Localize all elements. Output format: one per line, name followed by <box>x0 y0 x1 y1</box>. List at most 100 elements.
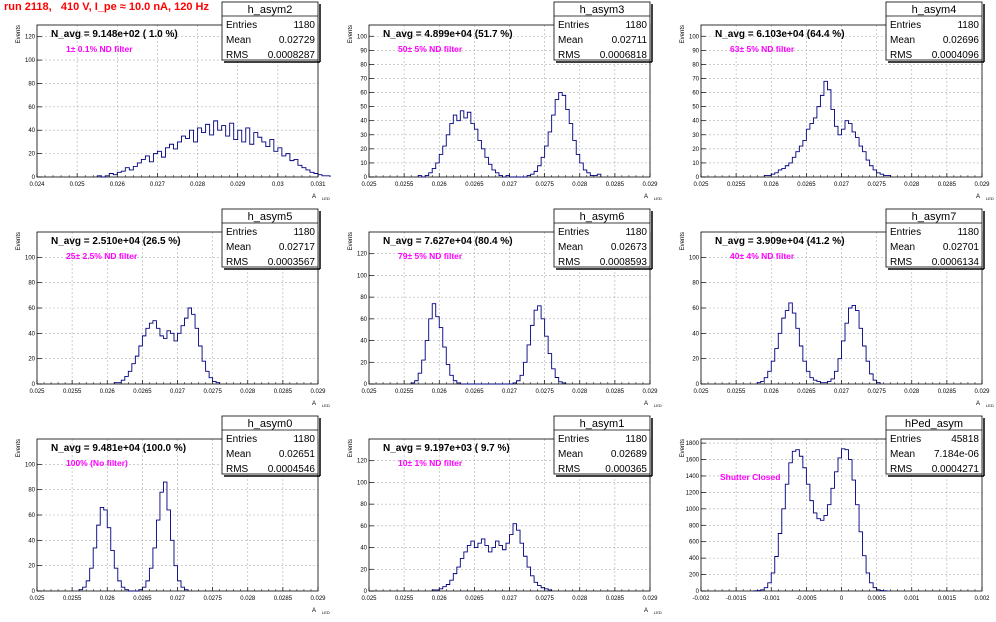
histogram-bin <box>170 540 174 591</box>
stats-value-rms: 0.000365 <box>605 464 647 475</box>
histogram-bin <box>142 587 146 591</box>
stats-label-rms: RMS <box>890 464 913 475</box>
histogram-bin <box>266 147 270 177</box>
histogram-bin <box>492 170 496 177</box>
histogram-bin <box>135 356 139 384</box>
stats-value-entries: 45818 <box>951 434 979 445</box>
histogram-bin <box>789 463 793 591</box>
histogram-bin <box>531 174 535 177</box>
histogram-series-h_asym7 <box>756 302 881 384</box>
histogram-bin <box>464 552 468 591</box>
histogram-bin <box>792 313 796 384</box>
histogram-bin <box>827 90 831 177</box>
x-tick-label: 0.026 <box>432 182 448 188</box>
histogram-bin <box>174 566 178 591</box>
histogram-bin <box>834 472 838 591</box>
histogram-bin <box>764 588 768 591</box>
histogram-bin <box>562 383 566 384</box>
stats-value-mean: 0.02696 <box>943 35 980 46</box>
histogram-bin <box>146 328 150 384</box>
y-tick-label: 80 <box>28 488 35 494</box>
stats-label-mean: Mean <box>558 35 583 46</box>
histogram-bin <box>806 484 810 591</box>
histogram-bin <box>478 543 482 591</box>
histogram-bin <box>450 124 454 177</box>
histogram-bin <box>580 163 584 177</box>
histogram-bin <box>450 375 454 384</box>
x-tick-label: 0.0015 <box>938 596 957 602</box>
histogram-panel-h_asym6: 0.025 0.0255 0.026 0.0265 0.027 0.0275 0.028 0.… <box>332 207 664 414</box>
y-tick-label: 80 <box>360 62 367 68</box>
histogram-bin <box>576 154 580 177</box>
stats-box <box>221 415 319 475</box>
histogram-bin <box>778 533 782 591</box>
x-axis-label-subscript: LED <box>654 403 662 408</box>
y-tick-label: 20 <box>692 357 699 363</box>
histogram-panel-hPed_asym: -0.002 -0.0015 -0.001 -0.0005 0 0.0005 0.001 0.… <box>664 414 996 622</box>
x-tick-label: 0.0285 <box>606 389 625 395</box>
histogram-bin <box>824 383 828 384</box>
histogram-bin <box>834 126 838 177</box>
histogram-bin <box>845 450 849 591</box>
histogram-bin <box>156 328 160 384</box>
histogram-bin <box>824 515 828 591</box>
histogram-bin <box>83 587 87 591</box>
y-tick-label: 60 <box>28 306 35 312</box>
histogram-bin <box>199 346 203 384</box>
histogram-bin <box>849 460 853 591</box>
histogram-bin <box>796 450 800 591</box>
histogram-bin <box>534 582 538 591</box>
histogram-series-h_asym4 <box>763 80 892 177</box>
histogram-bin <box>190 130 194 177</box>
histogram-bin <box>517 530 521 591</box>
x-tick-label: 0.029 <box>230 182 246 188</box>
histogram-bin <box>471 541 475 591</box>
histogram-series-hPed_asym <box>753 448 888 592</box>
histogram-bin <box>761 381 765 384</box>
histogram-bin <box>771 174 775 177</box>
histogram-bin <box>810 501 814 591</box>
histogram-bin <box>831 488 835 591</box>
x-tick-label: 0.028 <box>240 596 256 602</box>
histogram-bin <box>866 160 870 177</box>
histogram-bin <box>520 543 524 591</box>
histogram-bin <box>778 333 782 384</box>
histogram-bin <box>195 328 199 384</box>
histogram-bin <box>250 144 254 177</box>
x-tick-label: 0.0265 <box>465 596 484 602</box>
histogram-bin <box>474 548 478 591</box>
histogram-bin <box>163 338 167 384</box>
histogram-bin <box>278 148 282 177</box>
histogram-bin <box>234 140 238 177</box>
histogram-bin <box>436 590 440 591</box>
histogram-bin <box>866 573 870 591</box>
histogram-bin <box>520 375 524 384</box>
x-axis-label-subscript: LED <box>654 196 662 201</box>
x-tick-label: 0.025 <box>361 182 377 188</box>
histogram-bin <box>160 492 164 591</box>
histogram-bin <box>873 380 877 384</box>
histogram-bin <box>775 556 779 591</box>
histogram-bin <box>326 176 330 177</box>
y-tick-label: 20 <box>28 357 35 363</box>
y-tick-label: 80 <box>692 281 699 287</box>
stats-label-entries: Entries <box>558 20 589 31</box>
histogram-bin <box>178 581 182 591</box>
histogram-name: h_asym3 <box>580 4 625 16</box>
histogram-bin <box>573 140 577 177</box>
histogram-series-h_asym5 <box>113 307 221 384</box>
histogram-bin <box>141 159 145 177</box>
stats-label-rms: RMS <box>226 257 249 268</box>
x-tick-label: 0.028 <box>572 596 588 602</box>
y-tick-label: 100 <box>357 273 368 279</box>
histogram-bin <box>785 311 789 384</box>
x-axis-label: A <box>644 194 648 200</box>
stats-box <box>553 208 651 268</box>
histogram-bin <box>436 317 440 384</box>
y-tick-label: 100 <box>357 480 368 486</box>
x-tick-label: -0.001 <box>763 596 781 602</box>
histogram-bin <box>467 112 471 177</box>
y-axis-label: Events <box>348 25 354 43</box>
x-tick-label: 0.028 <box>572 389 588 395</box>
y-tick-label: 0 <box>32 589 36 595</box>
